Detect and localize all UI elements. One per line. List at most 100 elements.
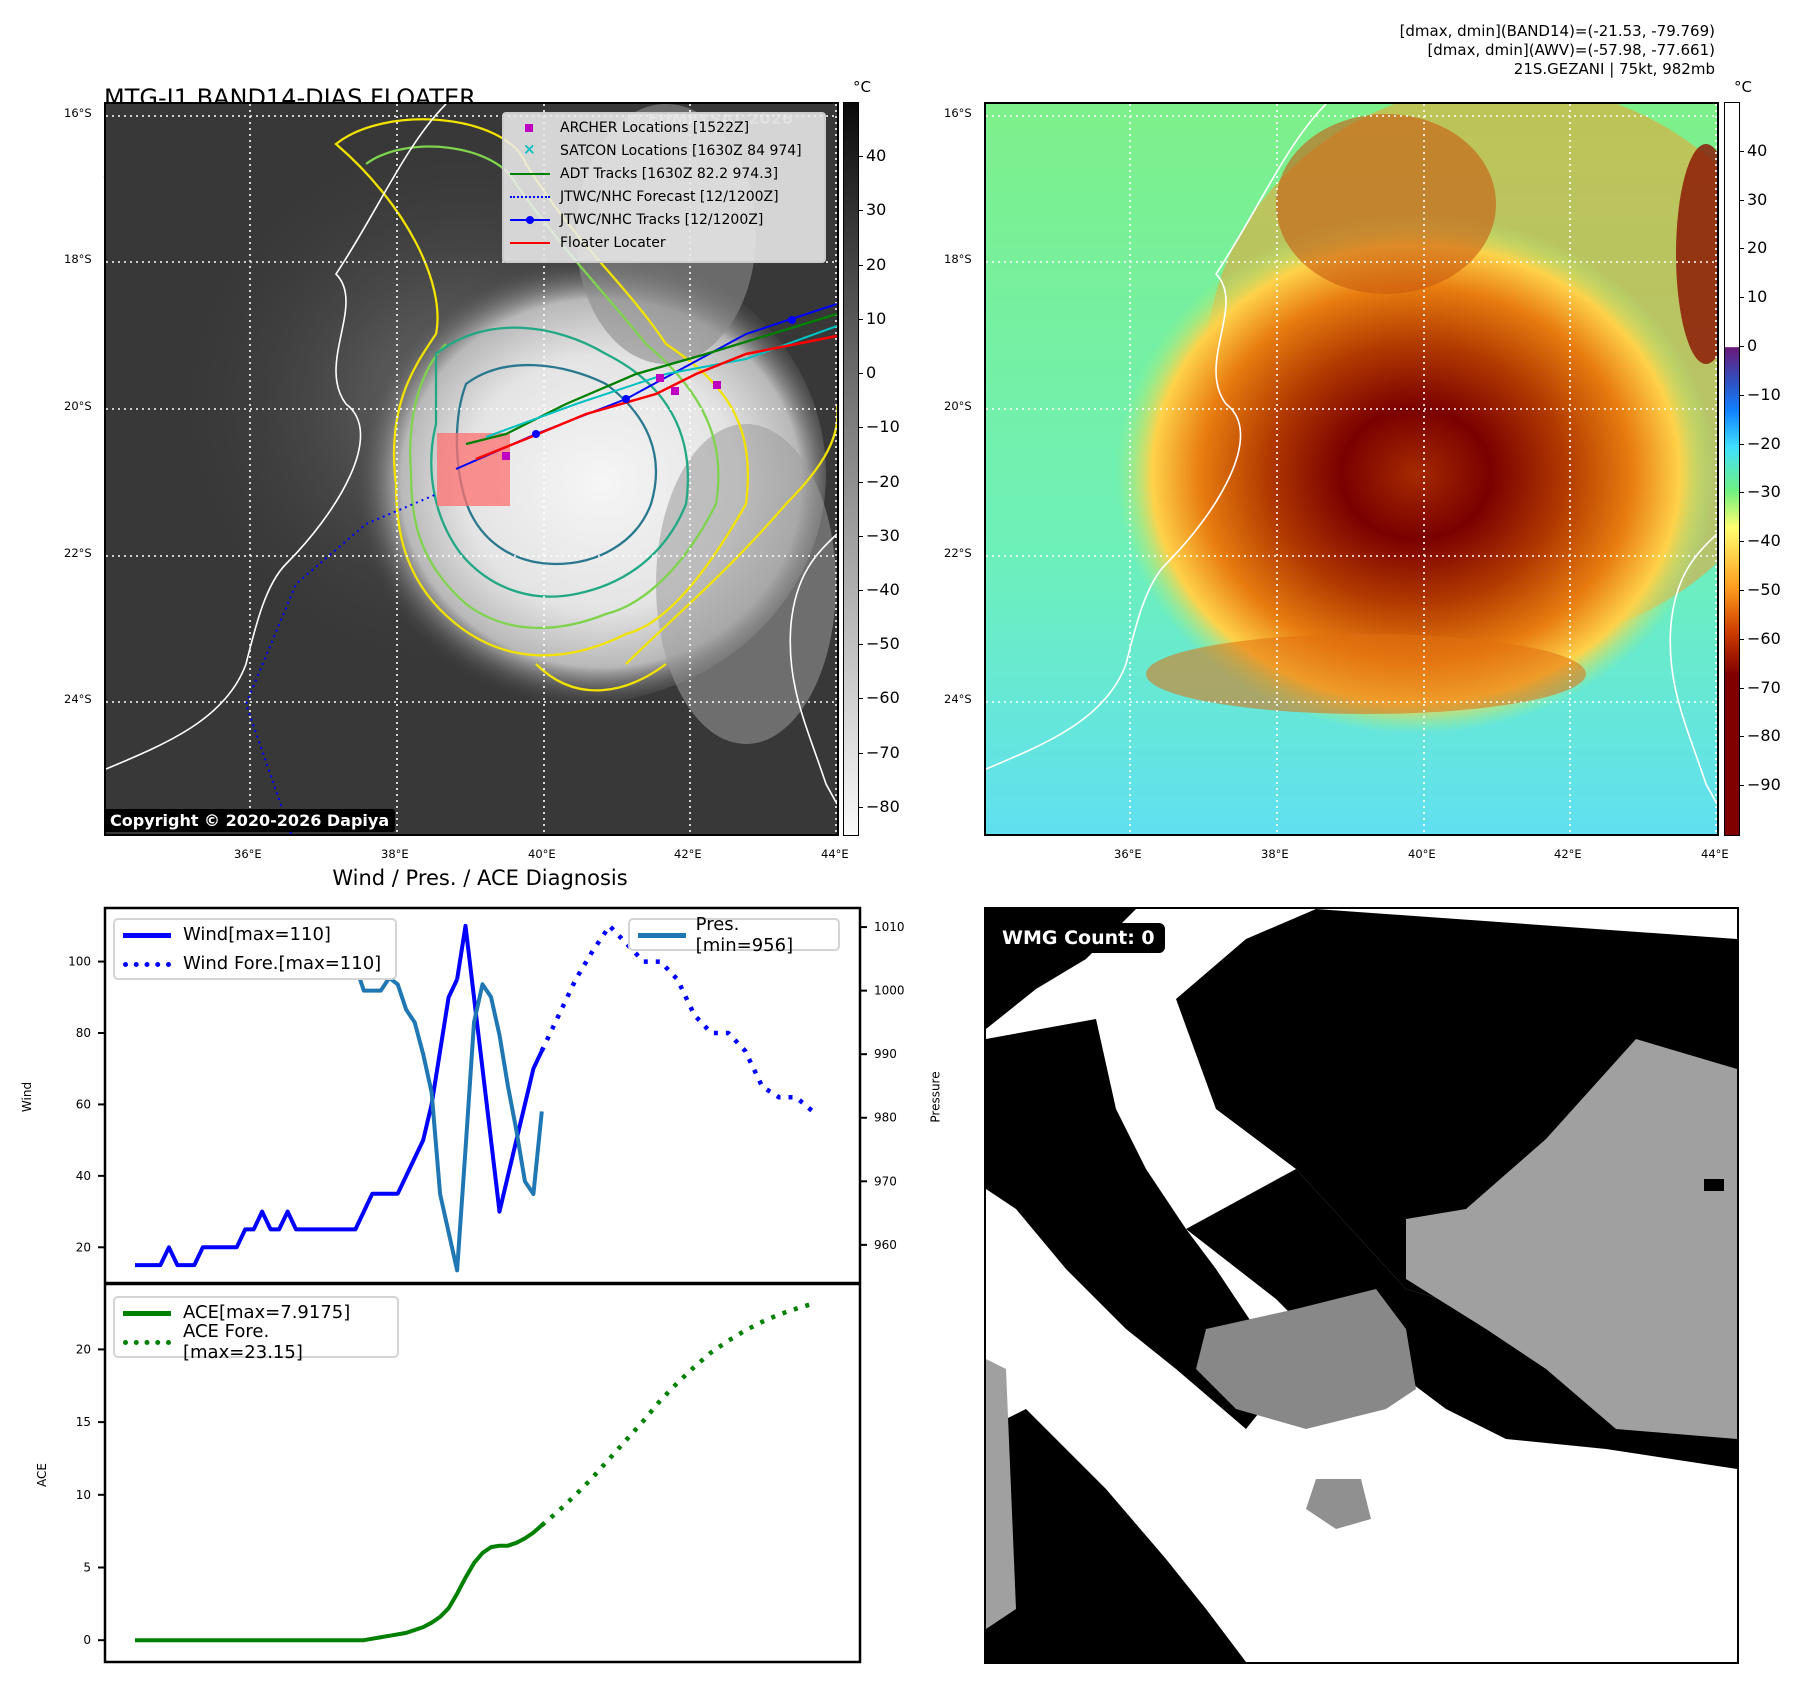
wmg-region-gray-small: [1306, 1479, 1371, 1529]
ir-map-panel: © EUMETSAT 2026 ARCHER Locations [1522Z]…: [104, 102, 839, 836]
legend-label: Wind Fore.[max=110]: [183, 953, 382, 974]
line-marker-icon: [510, 236, 550, 250]
pressure-axis-label: Pressure: [928, 1071, 943, 1123]
colorbar-tick-label: −80: [866, 796, 900, 816]
adt-track: [465, 312, 837, 446]
colorbar-tick-label: −30: [1747, 482, 1781, 502]
legend-item-ace-forecast: ACE Fore.[max=23.15]: [115, 1321, 397, 1363]
colorbar-tick-mark: [858, 264, 863, 266]
y-tick-label: 20: [76, 1240, 91, 1254]
colorbar-tick-mark: [858, 806, 863, 808]
lat-tick: 20°S: [64, 399, 92, 413]
legend-label: ADT Tracks [1630Z 82.2 974.3]: [560, 165, 779, 182]
y2-tick-label: 980: [874, 1111, 897, 1125]
colorbar-tick-label: 40: [866, 146, 887, 166]
floater-track: [475, 334, 837, 461]
lat-tick: 16°S: [944, 106, 972, 120]
lat-tick: 18°S: [944, 252, 972, 266]
y-tick-label: 5: [83, 1561, 91, 1575]
colorbar-tick-label: −60: [866, 688, 900, 708]
lon-tick: 42°E: [1554, 847, 1582, 861]
legend-item-adt: ADT Tracks [1630Z 82.2 974.3]: [504, 162, 824, 185]
legend-label: ARCHER Locations [1522Z]: [560, 119, 750, 136]
y2-tick-label: 960: [874, 1238, 897, 1252]
legend-item-floater: Floater Locater: [504, 231, 824, 254]
legend-item-satcon: × SATCON Locations [1630Z 84 974]: [504, 139, 824, 162]
y-tick-label: 10: [76, 1488, 91, 1502]
colorbar-tick-mark: [858, 373, 863, 375]
lon-tick: 38°E: [381, 847, 409, 861]
wmg-count-badge: WMG Count: 0: [992, 923, 1165, 953]
solid-line-icon: [638, 928, 686, 942]
colorbar-tick-mark: [858, 752, 863, 754]
colorbar-tick-label: −90: [1747, 775, 1781, 795]
series-wind: [135, 978, 459, 1268]
coastline-madagascar: [789, 533, 837, 805]
x-marker-icon: ×: [523, 139, 536, 158]
colorbar-tick-label: −10: [1747, 384, 1781, 404]
jtwc-forecast-track: [244, 493, 438, 834]
colorbar-gray-unit: °C: [853, 78, 871, 96]
colorbar-tick-mark: [1739, 541, 1744, 543]
map-legend: ARCHER Locations [1522Z] × SATCON Locati…: [502, 112, 826, 263]
awv-south-band: [1146, 634, 1586, 714]
colorbar-tick-label: 0: [866, 363, 877, 383]
colorbar-tick-label: −10: [866, 417, 900, 437]
legend-item-ace: ACE[max=7.9175]: [115, 1298, 397, 1327]
colorbar-tick-mark: [1739, 443, 1744, 445]
colorbar-tick-mark: [858, 535, 863, 537]
colorbar-tick-mark: [858, 481, 863, 483]
legend-label: JTWC/NHC Tracks [12/1200Z]: [560, 211, 764, 228]
legend-label: SATCON Locations [1630Z 84 974]: [560, 142, 802, 159]
colorbar-tick-mark: [1739, 248, 1744, 250]
stats-band14: [dmax, dmin](BAND14)=(-21.53, -79.769): [1399, 22, 1715, 40]
pressure-legend: Pres.[min=956]: [628, 914, 840, 956]
colorbar-tick-label: −70: [1747, 677, 1781, 697]
colorbar-tick-label: 20: [1747, 238, 1768, 258]
colorbar-gray: [843, 102, 859, 836]
lat-tick: 18°S: [64, 252, 92, 266]
colorbar-tick-mark: [1739, 785, 1744, 787]
y2-tick-label: 970: [874, 1174, 897, 1188]
y-tick-label: 60: [76, 1097, 91, 1111]
storm-stats: [dmax, dmin](BAND14)=(-21.53, -79.769) […: [1400, 22, 1715, 79]
dotted-line-icon: [510, 190, 550, 204]
colorbar-awv-unit: °C: [1734, 78, 1752, 96]
square-marker-icon: [510, 121, 550, 135]
stats-awv: [dmax, dmin](AWV)=(-57.98, -77.661): [1427, 41, 1715, 59]
legend-label: Pres.[min=956]: [695, 913, 794, 956]
map-gridlines: [986, 104, 1717, 834]
y-tick-label: 80: [76, 1026, 91, 1040]
wind-legend: Wind[max=110] Wind Fore.[max=110]: [113, 918, 397, 980]
colorbar-tick-label: −20: [866, 471, 900, 491]
coastline-madagascar: [1669, 533, 1717, 805]
legend-item-jtwc-forecast: JTWC/NHC Forecast [12/1200Z]: [504, 185, 824, 208]
series-ace-fore: [540, 1301, 814, 1528]
lon-tick: 42°E: [674, 847, 702, 861]
lon-tick: 36°E: [234, 847, 262, 861]
y-tick-label: 40: [76, 1169, 91, 1183]
colorbar-tick-mark: [858, 156, 863, 158]
wmg-region-gray-center: [1196, 1289, 1416, 1429]
wind-axis-label: Wind: [20, 1081, 35, 1113]
colorbar-tick-mark: [1739, 297, 1744, 299]
colorbar-tick-label: −60: [1747, 628, 1781, 648]
floater-box: [437, 433, 510, 506]
legend-label: ACE Fore.[max=23.15]: [182, 1320, 303, 1363]
lat-tick: 16°S: [64, 106, 92, 120]
awv-east-edge: [1676, 144, 1717, 364]
wmg-region-gray-east: [1406, 1039, 1737, 1439]
legend-item-jtwc-tracks: JTWC/NHC Tracks [12/1200Z]: [504, 208, 824, 231]
colorbar-awv: [1724, 102, 1740, 836]
awv-cyclone: [1116, 214, 1716, 734]
cloud-band-se: [656, 424, 836, 744]
colorbar-tick-label: −20: [1747, 433, 1781, 453]
diagnosis-title: Wind / Pres. / ACE Diagnosis: [332, 866, 628, 890]
colorbar-tick-label: 10: [866, 308, 887, 328]
legend-label: Floater Locater: [560, 234, 666, 251]
line-dot-icon: [510, 213, 550, 227]
colorbar-tick-label: −40: [866, 580, 900, 599]
coastline-africa: [106, 104, 447, 770]
lat-tick: 22°S: [64, 546, 92, 560]
colorbar-tick-label: −80: [1747, 726, 1781, 746]
